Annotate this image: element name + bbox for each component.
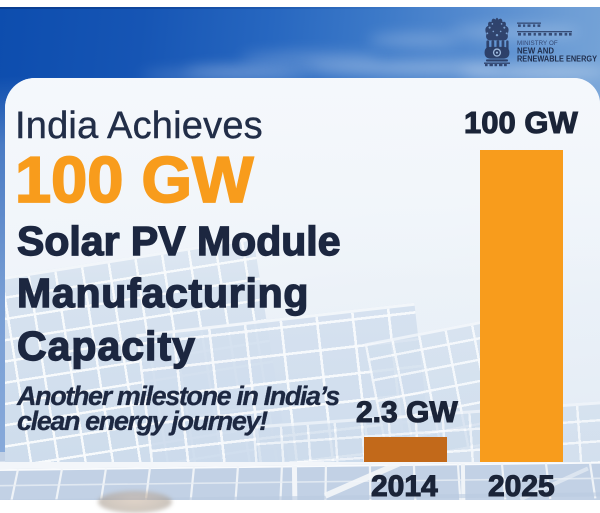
svg-text:RENEWABLE ENERGY: RENEWABLE ENERGY	[517, 55, 598, 64]
